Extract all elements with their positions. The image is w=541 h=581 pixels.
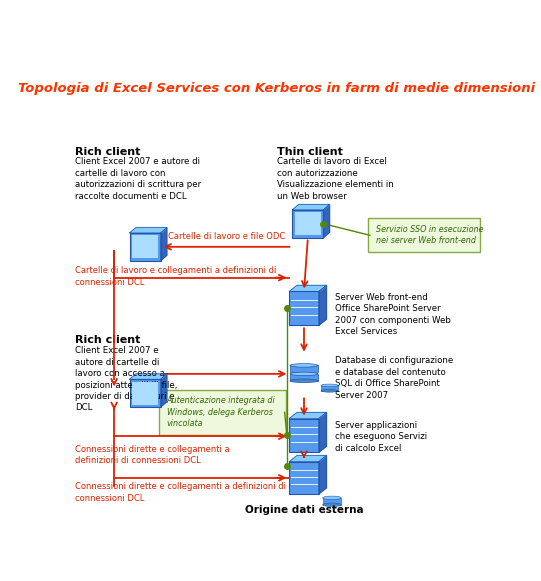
Text: Origine dati esterna: Origine dati esterna — [245, 505, 364, 515]
FancyBboxPatch shape — [289, 462, 319, 494]
Ellipse shape — [290, 372, 318, 375]
Ellipse shape — [321, 384, 338, 387]
Polygon shape — [292, 205, 329, 210]
Text: Thin client: Thin client — [277, 147, 343, 157]
Ellipse shape — [321, 389, 338, 392]
FancyBboxPatch shape — [368, 218, 480, 252]
Text: Cartelle di lavoro e file ODC: Cartelle di lavoro e file ODC — [168, 232, 285, 241]
Polygon shape — [161, 374, 167, 407]
Polygon shape — [130, 374, 167, 379]
FancyBboxPatch shape — [289, 418, 319, 453]
Text: Database di configurazione
e database del contenuto
SQL di Office SharePoint
Ser: Database di configurazione e database de… — [335, 356, 453, 400]
FancyBboxPatch shape — [130, 379, 161, 407]
Text: Cartelle di lavoro e collegamenti a definizioni di
connessioni DCL: Cartelle di lavoro e collegamenti a defi… — [75, 266, 277, 286]
Polygon shape — [319, 456, 326, 494]
Polygon shape — [319, 413, 326, 453]
FancyBboxPatch shape — [132, 382, 159, 405]
FancyBboxPatch shape — [290, 374, 318, 381]
Text: Server Web front-end
Office SharePoint Server
2007 con componenti Web
Excel Serv: Server Web front-end Office SharePoint S… — [335, 293, 451, 336]
FancyBboxPatch shape — [321, 385, 338, 391]
FancyBboxPatch shape — [130, 233, 161, 261]
Text: Server applicazioni
che eseguono Servizi
di calcolo Excel: Server applicazioni che eseguono Servizi… — [335, 421, 427, 453]
Text: Connessioni dirette e collegamenti a
definizioni di connessioni DCL: Connessioni dirette e collegamenti a def… — [75, 444, 230, 465]
Polygon shape — [289, 413, 326, 418]
Text: Client Excel 2007 e
autore di cartelle di
lavoro con accesso a
posizioni attendi: Client Excel 2007 e autore di cartelle d… — [75, 346, 178, 413]
Polygon shape — [319, 285, 326, 325]
Ellipse shape — [290, 379, 318, 382]
FancyBboxPatch shape — [290, 365, 318, 372]
Ellipse shape — [322, 496, 341, 500]
Polygon shape — [161, 228, 167, 261]
Polygon shape — [289, 456, 326, 462]
Polygon shape — [130, 228, 167, 233]
Text: Topologia di Excel Services con Kerberos in farm di medie dimensioni: Topologia di Excel Services con Kerberos… — [18, 82, 536, 95]
Polygon shape — [289, 285, 326, 292]
Text: Client Excel 2007 e autore di
cartelle di lavoro con
autorizzazioni di scrittura: Client Excel 2007 e autore di cartelle d… — [75, 157, 201, 201]
FancyBboxPatch shape — [289, 292, 319, 325]
FancyBboxPatch shape — [295, 212, 321, 235]
Text: Rich client: Rich client — [75, 147, 141, 157]
Polygon shape — [324, 205, 329, 238]
FancyBboxPatch shape — [159, 390, 286, 436]
Text: Rich client: Rich client — [75, 335, 141, 345]
FancyBboxPatch shape — [292, 210, 324, 238]
Text: Connessioni dirette e collegamenti a definizioni di
connessioni DCL: Connessioni dirette e collegamenti a def… — [75, 482, 286, 503]
Ellipse shape — [290, 364, 318, 367]
FancyBboxPatch shape — [322, 498, 341, 505]
Text: Servizio SSO in esecuzione
nei server Web front-end: Servizio SSO in esecuzione nei server We… — [376, 225, 484, 246]
FancyBboxPatch shape — [132, 235, 159, 259]
Text: Autenticazione integrata di
Windows, delega Kerberos
vincolata: Autenticazione integrata di Windows, del… — [167, 396, 275, 428]
Text: Cartelle di lavoro di Excel
con autorizzazione
Visualizzazione elementi in
un We: Cartelle di lavoro di Excel con autorizz… — [277, 157, 394, 201]
Ellipse shape — [322, 503, 341, 507]
